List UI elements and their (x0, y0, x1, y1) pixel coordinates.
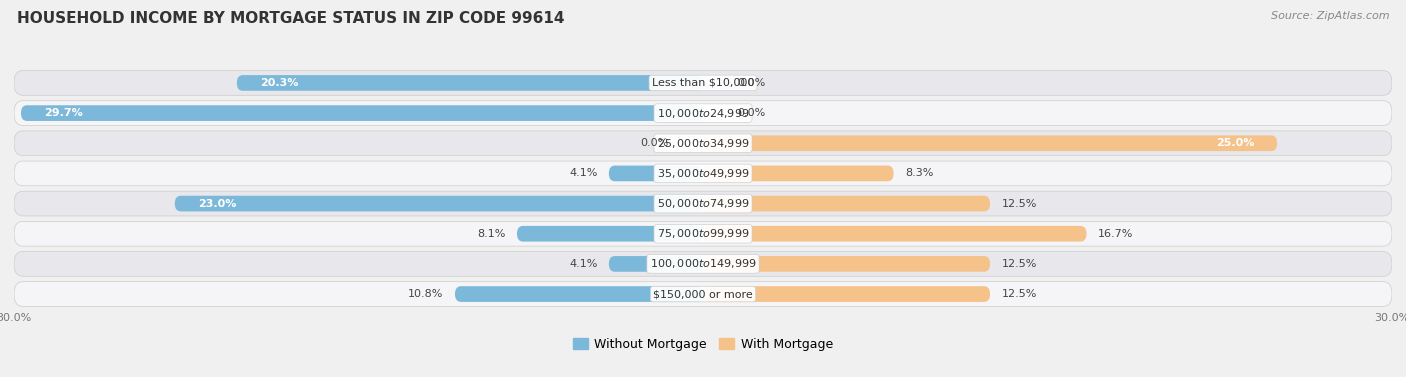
Text: 23.0%: 23.0% (198, 199, 236, 208)
Text: 10.8%: 10.8% (408, 289, 443, 299)
FancyBboxPatch shape (703, 256, 990, 272)
FancyBboxPatch shape (703, 196, 990, 211)
FancyBboxPatch shape (21, 105, 703, 121)
FancyBboxPatch shape (609, 166, 703, 181)
FancyBboxPatch shape (703, 226, 1087, 242)
FancyBboxPatch shape (14, 131, 1392, 156)
Text: 8.3%: 8.3% (905, 169, 934, 178)
FancyBboxPatch shape (236, 75, 703, 91)
Text: $10,000 to $24,999: $10,000 to $24,999 (657, 107, 749, 120)
FancyBboxPatch shape (14, 70, 1392, 95)
Text: Source: ZipAtlas.com: Source: ZipAtlas.com (1271, 11, 1389, 21)
FancyBboxPatch shape (14, 161, 1392, 186)
Text: 25.0%: 25.0% (1216, 138, 1254, 148)
Text: 12.5%: 12.5% (1001, 259, 1036, 269)
Text: 29.7%: 29.7% (44, 108, 83, 118)
Text: $100,000 to $149,999: $100,000 to $149,999 (650, 257, 756, 270)
FancyBboxPatch shape (703, 286, 990, 302)
Text: $75,000 to $99,999: $75,000 to $99,999 (657, 227, 749, 240)
Text: 16.7%: 16.7% (1098, 229, 1133, 239)
FancyBboxPatch shape (703, 166, 894, 181)
FancyBboxPatch shape (14, 101, 1392, 126)
FancyBboxPatch shape (703, 135, 1277, 151)
Text: 0.0%: 0.0% (738, 78, 766, 88)
Text: $150,000 or more: $150,000 or more (654, 289, 752, 299)
FancyBboxPatch shape (14, 221, 1392, 246)
Text: 4.1%: 4.1% (569, 169, 598, 178)
FancyBboxPatch shape (14, 251, 1392, 276)
Text: 12.5%: 12.5% (1001, 289, 1036, 299)
Text: $50,000 to $74,999: $50,000 to $74,999 (657, 197, 749, 210)
Text: $25,000 to $34,999: $25,000 to $34,999 (657, 137, 749, 150)
Legend: Without Mortgage, With Mortgage: Without Mortgage, With Mortgage (568, 333, 838, 356)
Text: 0.0%: 0.0% (738, 108, 766, 118)
FancyBboxPatch shape (174, 196, 703, 211)
Text: 12.5%: 12.5% (1001, 199, 1036, 208)
FancyBboxPatch shape (14, 282, 1392, 307)
Text: $35,000 to $49,999: $35,000 to $49,999 (657, 167, 749, 180)
Text: 4.1%: 4.1% (569, 259, 598, 269)
Text: 20.3%: 20.3% (260, 78, 298, 88)
Text: 0.0%: 0.0% (640, 138, 669, 148)
FancyBboxPatch shape (517, 226, 703, 242)
Text: Less than $10,000: Less than $10,000 (652, 78, 754, 88)
Text: HOUSEHOLD INCOME BY MORTGAGE STATUS IN ZIP CODE 99614: HOUSEHOLD INCOME BY MORTGAGE STATUS IN Z… (17, 11, 564, 26)
Text: 8.1%: 8.1% (477, 229, 506, 239)
FancyBboxPatch shape (609, 256, 703, 272)
FancyBboxPatch shape (14, 191, 1392, 216)
FancyBboxPatch shape (456, 286, 703, 302)
